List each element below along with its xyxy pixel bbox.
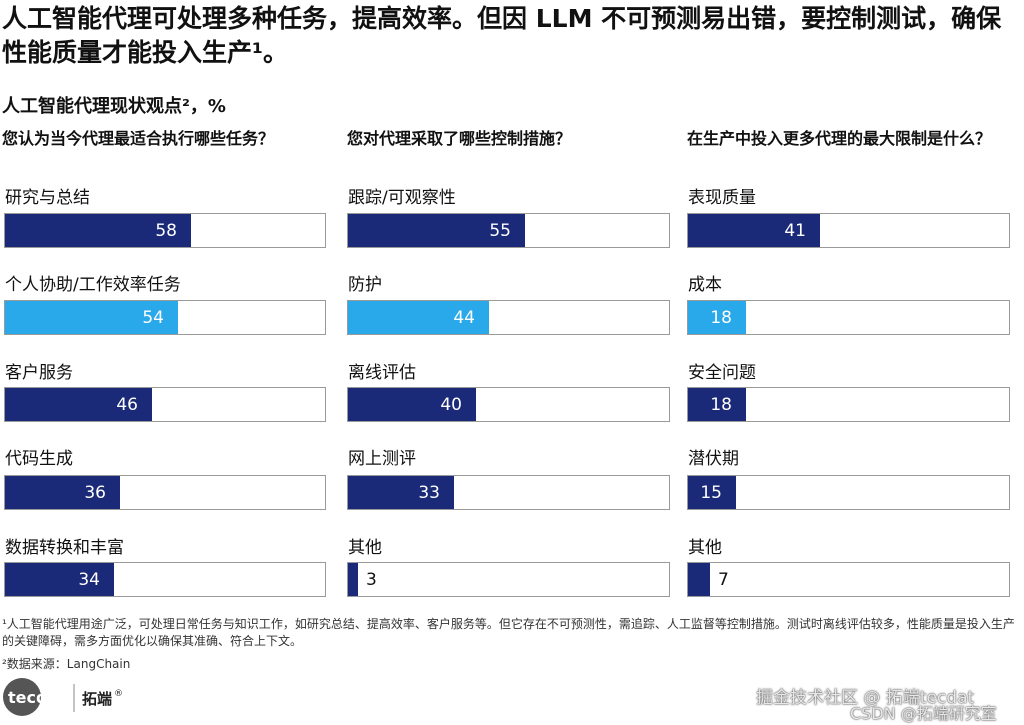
chart-1-question: 您认为当今代理最适合执行哪些任务？ [2,129,275,148]
chart-2-bar [348,476,454,509]
chart-2-value-label: 55 [489,220,511,241]
chart-1-category-label: 客户服务 [5,363,73,383]
chart-1-bar [5,476,120,509]
headline: 人工智能代理可处理多种任务，提高效率。但因 LLM 不可预测易出错，要控制测试，… [2,4,1002,67]
chart-2-bar-track: 44 [347,300,670,335]
chart-2-bar [348,563,358,596]
chart-1-bar [5,301,178,334]
chart-3-category-label: 潜伏期 [688,449,739,469]
chart-2-category-label: 离线评估 [348,363,416,383]
chart-2-category-label: 防护 [348,275,382,295]
chart-1-value-label: 54 [142,307,164,328]
chart-3-category-label: 表现质量 [688,188,756,208]
chart-3-bar-track: 41 [687,213,1010,248]
chart-3-bar-track: 18 [687,387,1010,422]
chart-3-value-label: 18 [710,394,732,415]
chart-1-value-label: 34 [78,569,100,590]
tecdat-logo: tecdat 拓端 ® [3,678,123,716]
footnote-1: ¹人工智能代理用途广泛，可处理日常任务与知识工作，如研究总结、提高效率、客户服务… [2,617,1015,648]
chart-3-category-label: 其他 [688,538,722,558]
chart-2-category-label: 其他 [348,538,382,558]
chart-2-bar-track: 40 [347,387,670,422]
chart-subtitle: 人工智能代理现状观点²，% [2,96,226,117]
chart-3-value-label: 15 [700,482,722,503]
chart-1-bar [5,563,114,596]
chart-3-bar [688,301,746,334]
chart-1-value-label: 58 [155,220,177,241]
chart-1-bar-track: 58 [4,213,326,248]
footnote-2: ²数据来源：LangChain [2,657,131,671]
chart-3-value-label: 41 [784,220,806,241]
logo-reg: ® [114,689,123,699]
chart-2-category-label: 网上测评 [348,449,416,469]
chart-1-category-label: 代码生成 [5,449,73,469]
chart-2-value-label: 3 [366,569,377,590]
chart-3-bar-track: 15 [687,475,1010,510]
chart-1-value-label: 36 [84,482,106,503]
chart-2-value-label: 33 [418,482,440,503]
chart-2-category-label: 跟踪/可观察性 [348,188,456,208]
chart-2-bar [348,214,525,247]
chart-2-bar [348,388,476,421]
chart-3-value-label: 7 [718,569,729,590]
chart-3-bar-track: 18 [687,300,1010,335]
watermark-juejin: 掘金技术社区 @ 拓端tecdat [756,688,975,708]
chart-3-category-label: 成本 [688,275,722,295]
chart-1-value-label: 46 [116,394,138,415]
chart-3-bar [688,388,746,421]
logo-cn: 拓端 [82,690,112,708]
chart-1-bar-track: 46 [4,387,326,422]
chart-2-bar [348,301,489,334]
chart-1-category-label: 数据转换和丰富 [5,538,124,558]
watermark-csdn: CSDN @拓端研究室 [850,704,997,723]
chart-3-bar [688,476,736,509]
chart-2-bar-track: 3 [347,562,670,597]
chart-1-category-label: 个人协助/工作效率任务 [5,275,181,295]
chart-1-bar-track: 34 [4,562,326,597]
chart-3-bar-track: 7 [687,562,1010,597]
chart-2-value-label: 40 [440,394,462,415]
chart-1-bar-track: 36 [4,475,326,510]
chart-2-bar-track: 55 [347,213,670,248]
chart-3-bar [688,563,710,596]
chart-2-value-label: 44 [453,307,475,328]
chart-1-bar [5,388,152,421]
chart-2-question: 您对代理采取了哪些控制措施？ [347,129,572,148]
chart-1-category-label: 研究与总结 [5,188,90,208]
chart-3-value-label: 18 [710,307,732,328]
chart-3-bar [688,214,820,247]
chart-3-question: 在生产中投入更多代理的最大限制是什么？ [687,129,992,148]
chart-1-bar-track: 54 [4,300,326,335]
chart-1-bar [5,214,191,247]
chart-2-bar-track: 33 [347,475,670,510]
logo-brand: tecdat [8,688,66,707]
chart-3-category-label: 安全问题 [688,363,756,383]
logo-circle [3,678,41,716]
